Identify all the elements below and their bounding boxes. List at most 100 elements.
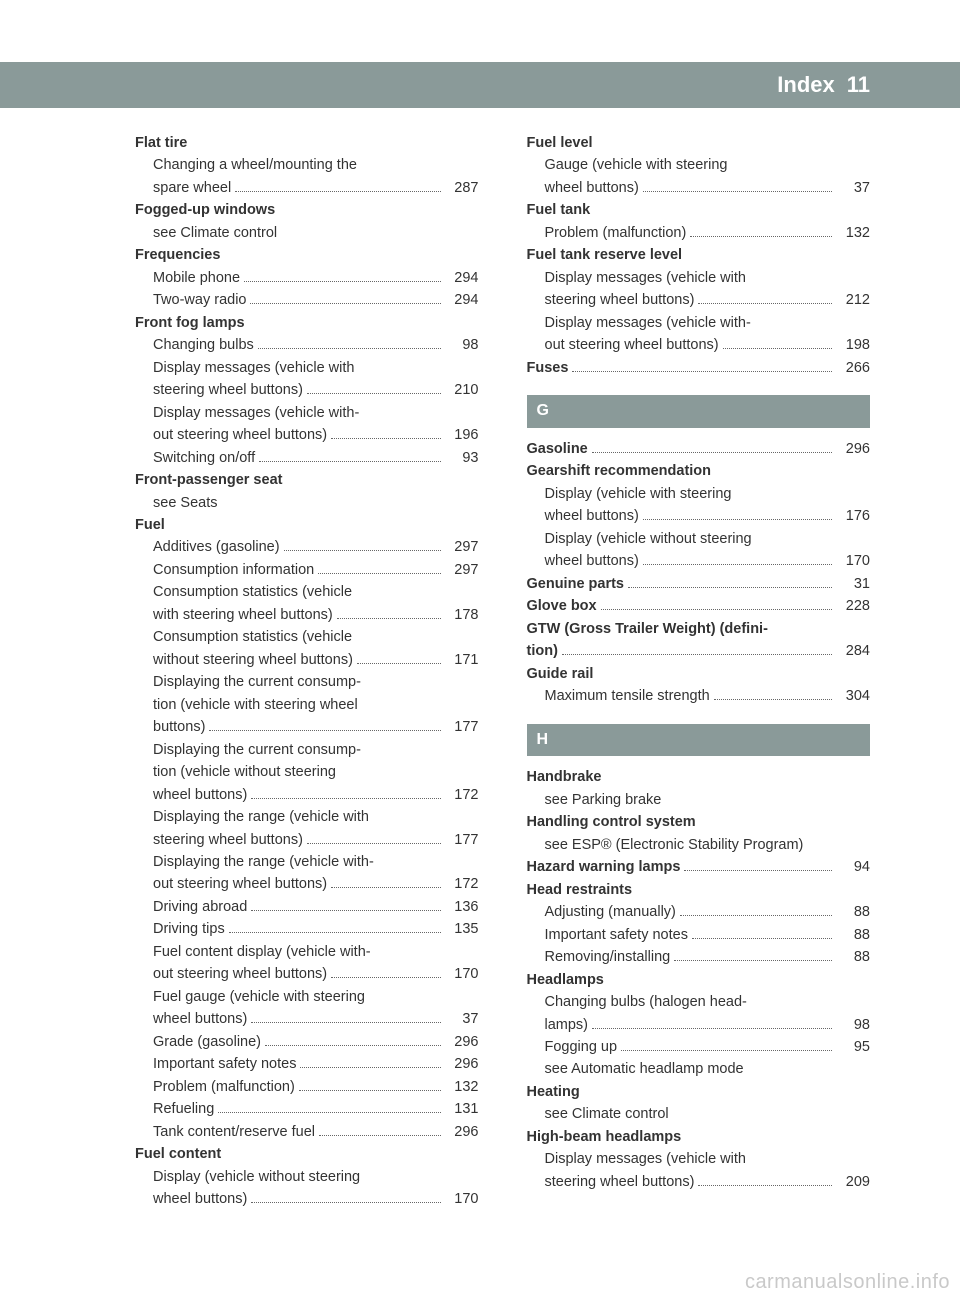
index-page-number: 98 [836, 1014, 870, 1036]
index-entry-sub: Mobile phone294 [135, 267, 479, 289]
index-entry-main: Guide rail [527, 663, 871, 685]
index-entry-sub: Display (vehicle with steering [527, 483, 871, 505]
leader-dots [592, 1020, 832, 1029]
index-column-right: Fuel levelGauge (vehicle with steeringwh… [527, 132, 871, 1242]
index-entry-label: steering wheel buttons) [545, 289, 695, 311]
header-title: Index [777, 72, 834, 98]
index-entry-main: Front-passenger seat [135, 469, 479, 491]
index-entry-sub: see Automatic headlamp mode [527, 1058, 871, 1080]
index-entry-sub: Maximum tensile strength304 [527, 685, 871, 707]
index-entry-sub: Changing a wheel/mounting the [135, 154, 479, 176]
index-entry-label: Tank content/reserve fuel [153, 1121, 315, 1143]
index-content: Flat tireChanging a wheel/mounting thesp… [135, 132, 870, 1242]
index-entry-label: Driving abroad [153, 896, 247, 918]
index-page-number: 196 [445, 424, 479, 446]
index-entry-sub: wheel buttons)37 [135, 1008, 479, 1030]
index-entry-main: Fogged-up windows [135, 199, 479, 221]
index-entry-sub: Display (vehicle without steering [135, 1166, 479, 1188]
index-page-number: 94 [836, 856, 870, 878]
leader-dots [331, 880, 440, 889]
index-entry-main: Fuses266 [527, 357, 871, 379]
index-page-number: 176 [836, 505, 870, 527]
index-entry-sub: out steering wheel buttons)196 [135, 424, 479, 446]
index-page-number: 228 [836, 595, 870, 617]
leader-dots [592, 444, 832, 453]
index-entry-main: GTW (Gross Trailer Weight) (defini- [527, 618, 871, 640]
index-entry-sub: steering wheel buttons) 212 [527, 289, 871, 311]
leader-dots [674, 952, 832, 961]
index-entry-label: Fogging up [545, 1036, 618, 1058]
index-entry-main: Fuel tank [527, 199, 871, 221]
index-entry-sub: Grade (gasoline) 296 [135, 1031, 479, 1053]
leader-dots [251, 902, 440, 911]
leader-dots [251, 790, 440, 799]
leader-dots [690, 228, 832, 237]
leader-dots [643, 183, 832, 192]
leader-dots [331, 970, 440, 979]
index-entry-sub: spare wheel287 [135, 177, 479, 199]
leader-dots [684, 863, 832, 872]
index-entry-sub: see Climate control [527, 1103, 871, 1125]
index-entry-sub: Problem (malfunction)132 [527, 222, 871, 244]
index-page-number: 93 [445, 447, 479, 469]
index-page-number: 287 [445, 177, 479, 199]
index-page-number: 296 [445, 1053, 479, 1075]
index-entry-label: lamps) [545, 1014, 589, 1036]
index-entry-sub: Displaying the current consump- [135, 671, 479, 693]
index-entry-label: out steering wheel buttons) [545, 334, 719, 356]
index-entry-sub: Display messages (vehicle with [135, 357, 479, 379]
index-entry-sub: see ESP® (Electronic Stability Program) [527, 834, 871, 856]
index-entry-sub: Additives (gasoline)297 [135, 536, 479, 558]
leader-dots [692, 930, 832, 939]
index-entry-label: wheel buttons) [153, 1188, 247, 1210]
index-page-number: 198 [836, 334, 870, 356]
index-page-number: 170 [836, 550, 870, 572]
leader-dots [319, 1127, 440, 1136]
index-entry-label: Adjusting (manually) [545, 901, 676, 923]
leader-dots [621, 1042, 832, 1051]
leader-dots [723, 341, 832, 350]
leader-dots [251, 1194, 440, 1203]
index-page-number: 37 [445, 1008, 479, 1030]
index-entry-label: Grade (gasoline) [153, 1031, 261, 1053]
index-page-number: 212 [836, 289, 870, 311]
index-entry-sub: Gauge (vehicle with steering [527, 154, 871, 176]
index-entry-sub: wheel buttons) 37 [527, 177, 871, 199]
index-page-number: 296 [445, 1031, 479, 1053]
index-page-number: 88 [836, 924, 870, 946]
index-entry-main: Frequencies [135, 244, 479, 266]
index-entry-sub: wheel buttons)170 [135, 1188, 479, 1210]
index-entry-label: Important safety notes [545, 924, 688, 946]
leader-dots [229, 925, 441, 934]
leader-dots [244, 273, 440, 282]
index-entry-label: Important safety notes [153, 1053, 296, 1075]
index-entry-main: Genuine parts31 [527, 573, 871, 595]
index-entry-main: Fuel content [135, 1143, 479, 1165]
index-entry-sub: tion (vehicle without steering [135, 761, 479, 783]
index-entry-label: tion) [527, 640, 558, 662]
index-page-number: 284 [836, 640, 870, 662]
leader-dots [251, 1015, 440, 1024]
index-page-number: 172 [445, 873, 479, 895]
index-entry-sub: see Parking brake [527, 789, 871, 811]
index-entry-sub: Display (vehicle without steering [527, 528, 871, 550]
index-page-number: 132 [836, 222, 870, 244]
index-page-number: 31 [836, 573, 870, 595]
index-entry-label: Problem (malfunction) [153, 1076, 295, 1098]
index-entry-label: steering wheel buttons) [153, 829, 303, 851]
leader-dots [218, 1104, 440, 1113]
index-page-number: 37 [836, 177, 870, 199]
index-page-number: 88 [836, 901, 870, 923]
index-entry-label: Refueling [153, 1098, 214, 1120]
index-page-number: 171 [445, 649, 479, 671]
index-entry-sub: buttons)177 [135, 716, 479, 738]
header-page-number: 11 [847, 72, 870, 98]
index-entry-sub: Display messages (vehicle with [527, 267, 871, 289]
index-entry-label: wheel buttons) [153, 784, 247, 806]
index-entry-main: High-beam headlamps [527, 1126, 871, 1148]
index-entry-sub: out steering wheel buttons) 198 [527, 334, 871, 356]
index-entry-label: wheel buttons) [545, 177, 639, 199]
index-entry-main: Fuel [135, 514, 479, 536]
leader-dots [265, 1037, 441, 1046]
index-entry-label: buttons) [153, 716, 205, 738]
